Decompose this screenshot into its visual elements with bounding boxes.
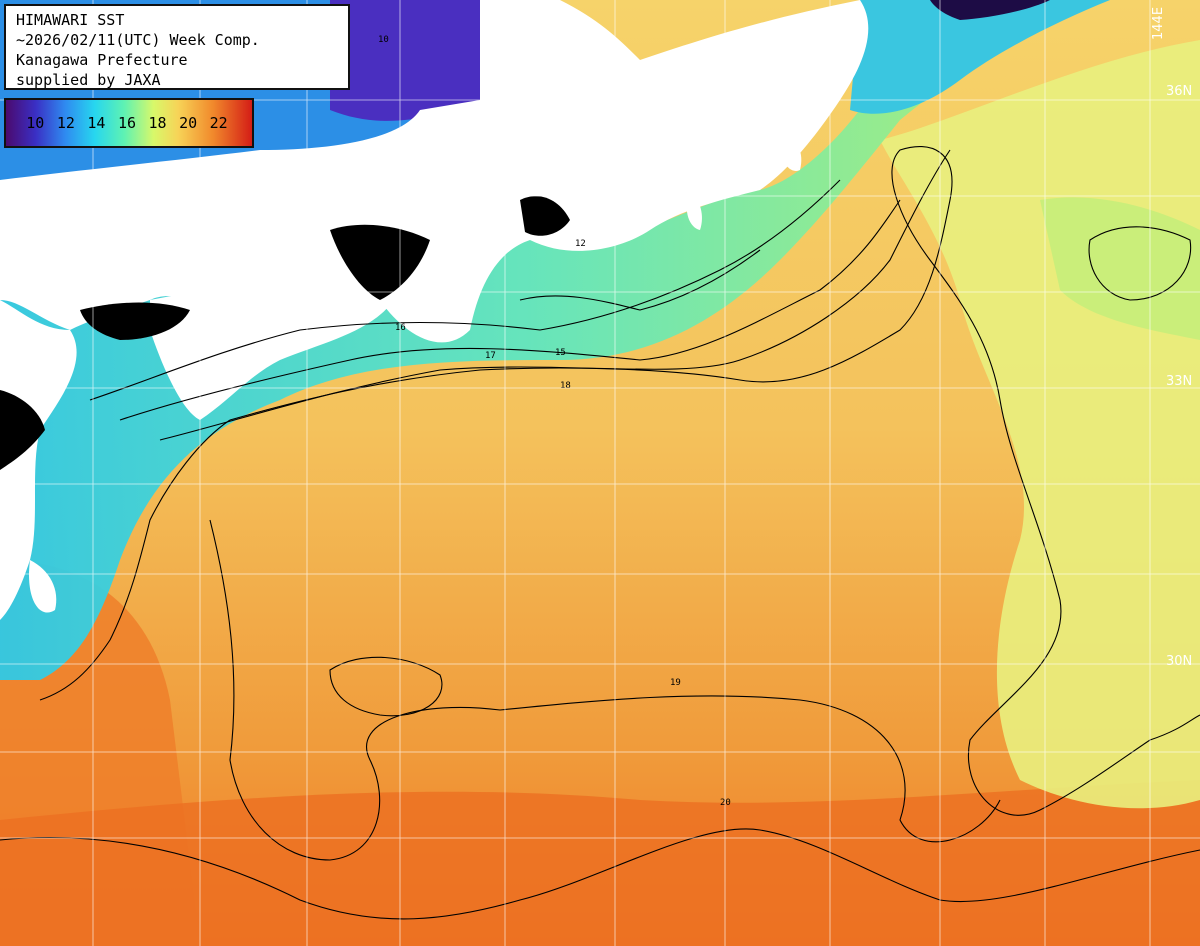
legend-label: 10	[26, 114, 45, 132]
contour-19-west	[39, 419, 231, 701]
contour-label: 12	[575, 239, 586, 249]
contour-label: 14	[160, 313, 171, 323]
contour-20	[0, 828, 1200, 920]
grid-label-33n: 33N	[1166, 374, 1192, 389]
info-credit: supplied by JAXA	[16, 71, 161, 89]
contour-15	[519, 249, 761, 311]
contour-16	[89, 179, 841, 401]
info-region: Kanagawa Prefecture	[16, 51, 188, 69]
legend-label: 14	[87, 114, 106, 132]
land	[0, 0, 1050, 620]
land-izu	[686, 190, 702, 230]
grid-label-30n: 30N	[1166, 654, 1192, 669]
info-title: HIMAWARI SST	[16, 11, 125, 29]
contour-18	[159, 149, 951, 441]
land-south-kyushu	[29, 560, 57, 613]
legend-label: 18	[148, 114, 167, 132]
contour-17	[119, 199, 901, 421]
contours	[0, 146, 1200, 920]
legend-label: 22	[209, 114, 228, 132]
land-peninsula	[779, 139, 802, 171]
color-legend: 10 12 14 16 18 20 22	[4, 98, 254, 148]
grid-label-36n: 36N	[1166, 84, 1192, 99]
land-honshu	[0, 0, 869, 343]
contour-label: 15	[555, 348, 566, 358]
legend-label: 16	[117, 114, 136, 132]
legend-label: 12	[56, 114, 75, 132]
land-shadow-osaka	[520, 196, 570, 236]
sea-warmest-south	[0, 780, 1200, 946]
contour-mid-blob	[329, 656, 443, 717]
contour-label: 17	[485, 351, 496, 361]
contour-19-main	[229, 146, 1200, 816]
legend-label: 20	[179, 114, 198, 132]
contour-label: 10	[378, 35, 389, 45]
contour-label: 18	[560, 381, 571, 391]
land-shadow-east	[930, 0, 1050, 20]
contour-label-group: 10 12 14 15 16 17 18 19 20	[160, 35, 731, 808]
info-box: HIMAWARI SST ~2026/02/11(UTC) Week Comp.…	[4, 4, 350, 90]
contour-label: 16	[395, 323, 406, 333]
contour-label: 19	[670, 678, 681, 688]
legend-labels: 10 12 14 16 18 20 22	[6, 114, 252, 136]
sea-coldest	[330, 0, 480, 121]
contour-east-blob	[1088, 226, 1192, 301]
grid-label-group: 136E 144E 36N 33N 30N	[485, 7, 1192, 669]
info-date: ~2026/02/11(UTC) Week Comp.	[16, 31, 260, 49]
land-shadow-seto	[80, 302, 190, 340]
land-kyushu	[0, 300, 77, 620]
grid-label-144e: 144E	[1151, 7, 1166, 40]
grid-label-136e: 136E	[485, 11, 500, 44]
contour-label: 20	[720, 798, 731, 808]
land-shadow-kii	[330, 224, 430, 300]
land-shadow-kyushu	[0, 390, 45, 470]
sea-cool-east-2	[1040, 197, 1200, 340]
